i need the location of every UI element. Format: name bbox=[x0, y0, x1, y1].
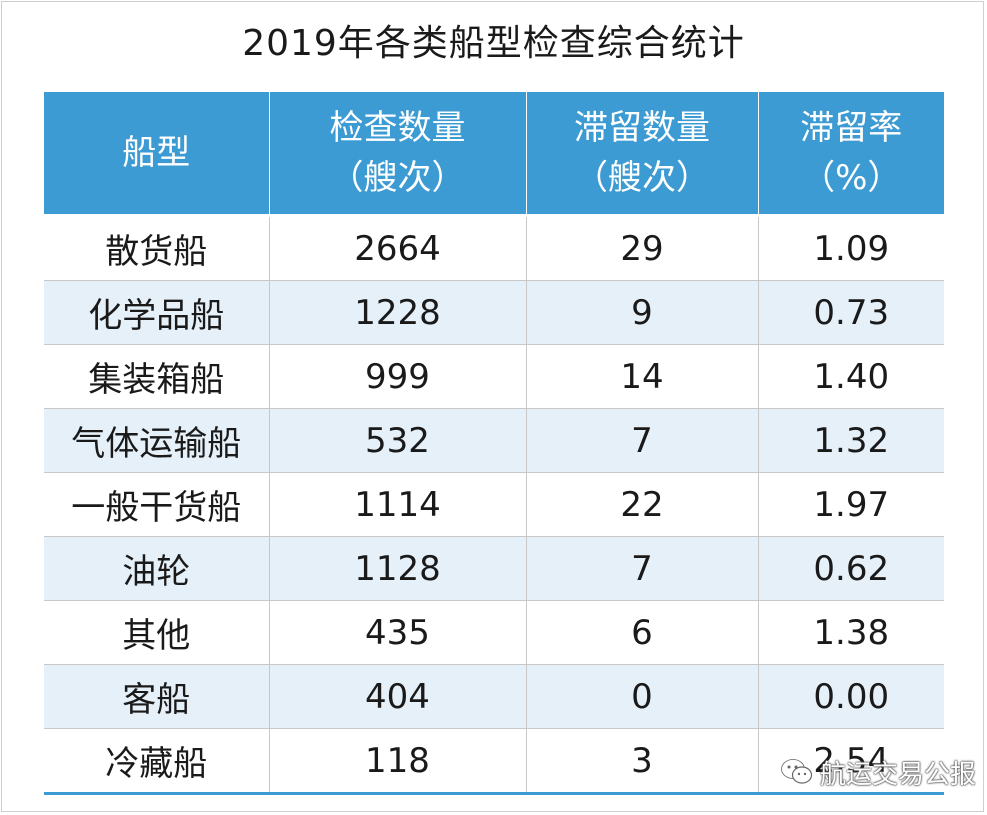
cell-inspections: 435 bbox=[268, 600, 526, 665]
cell-detentions: 22 bbox=[525, 472, 758, 537]
header-line: 滞留率 bbox=[800, 108, 903, 148]
header-line: 船型 bbox=[122, 133, 191, 173]
table-row: 气体运输船 532 7 1.32 bbox=[44, 408, 944, 473]
cell-ship-type: 冷藏船 bbox=[44, 728, 269, 795]
cell-detentions: 6 bbox=[525, 600, 758, 665]
cell-detentions: 7 bbox=[525, 408, 758, 473]
header-row: 船型 检查数量 （艘次） 滞留数量 （艘次） 滞留率 （%） bbox=[44, 92, 944, 217]
cell-ship-type: 客船 bbox=[44, 664, 269, 729]
cell-detentions: 3 bbox=[525, 728, 758, 795]
header-cell-detentions: 滞留数量 （艘次） bbox=[525, 92, 758, 217]
cell-detentions: 7 bbox=[525, 536, 758, 601]
header-cell-detention-rate: 滞留率 （%） bbox=[757, 92, 944, 217]
header-line: （艘次） bbox=[574, 158, 710, 198]
cell-ship-type: 其他 bbox=[44, 600, 269, 665]
cell-inspections: 532 bbox=[268, 408, 526, 473]
header-line: 检查数量 bbox=[329, 108, 466, 148]
table-body: 散货船 2664 29 1.09 化学品船 1228 9 0.73 集装箱船 999 14 1.40 气… bbox=[44, 215, 944, 795]
cell-ship-type: 散货船 bbox=[44, 215, 269, 281]
statistics-table: 船型 检查数量 （艘次） 滞留数量 （艘次） 滞留率 （%） 散货船 2664 29… bbox=[44, 92, 944, 795]
cell-inspections: 118 bbox=[268, 728, 526, 795]
wechat-icon bbox=[780, 758, 814, 786]
cell-detention-rate: 1.97 bbox=[757, 472, 944, 537]
table-row: 化学品船 1228 9 0.73 bbox=[44, 280, 944, 345]
chart-title: 2019年各类船型检查综合统计 bbox=[242, 23, 745, 64]
cell-ship-type: 集装箱船 bbox=[44, 344, 269, 409]
cell-detention-rate: 0.00 bbox=[757, 664, 944, 729]
header-line: （艘次） bbox=[329, 158, 466, 198]
table-header: 船型 检查数量 （艘次） 滞留数量 （艘次） 滞留率 （%） bbox=[44, 92, 944, 217]
table-row: 客船 404 0 0.00 bbox=[44, 664, 944, 729]
table-row: 其他 435 6 1.38 bbox=[44, 600, 944, 665]
cell-detention-rate: 0.62 bbox=[757, 536, 944, 601]
cell-ship-type: 化学品船 bbox=[44, 280, 269, 345]
header-cell-ship-type: 船型 bbox=[44, 92, 269, 217]
cell-inspections: 2664 bbox=[268, 215, 526, 281]
cell-inspections: 1128 bbox=[268, 536, 526, 601]
cell-detentions: 14 bbox=[525, 344, 758, 409]
cell-detention-rate: 1.32 bbox=[757, 408, 944, 473]
cell-detention-rate: 1.09 bbox=[757, 215, 944, 281]
header-line: （%） bbox=[801, 158, 902, 198]
header-cell-inspections: 检查数量 （艘次） bbox=[268, 92, 526, 217]
table-row: 冷藏船 118 3 2.54 bbox=[44, 728, 944, 795]
cell-detentions: 9 bbox=[525, 280, 758, 345]
table-row: 集装箱船 999 14 1.40 bbox=[44, 344, 944, 409]
cell-inspections: 999 bbox=[268, 344, 526, 409]
table-row: 散货船 2664 29 1.09 bbox=[44, 215, 944, 281]
table-row: 油轮 1128 7 0.62 bbox=[44, 536, 944, 601]
cell-inspections: 1114 bbox=[268, 472, 526, 537]
cell-detention-rate: 1.40 bbox=[757, 344, 944, 409]
cell-inspections: 1228 bbox=[268, 280, 526, 345]
watermark: 航运交易公报 bbox=[780, 752, 976, 792]
cell-inspections: 404 bbox=[268, 664, 526, 729]
cell-ship-type: 一般干货船 bbox=[44, 472, 269, 537]
header-line: 滞留数量 bbox=[574, 108, 710, 148]
cell-detentions: 29 bbox=[525, 215, 758, 281]
cell-detention-rate: 0.73 bbox=[757, 280, 944, 345]
cell-ship-type: 气体运输船 bbox=[44, 408, 269, 473]
table-row: 一般干货船 1114 22 1.97 bbox=[44, 472, 944, 537]
cell-detentions: 0 bbox=[525, 664, 758, 729]
watermark-text: 航运交易公报 bbox=[820, 759, 977, 790]
cell-detention-rate: 1.38 bbox=[757, 600, 944, 665]
cell-ship-type: 油轮 bbox=[44, 536, 269, 601]
